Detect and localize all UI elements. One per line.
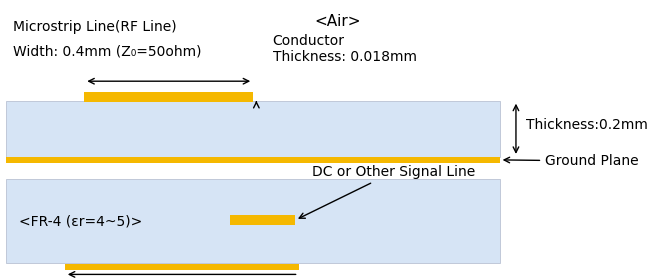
Bar (84, 92, 253, 102)
Text: <FR-4 (εr=4~5)>: <FR-4 (εr=4~5)> (19, 214, 143, 228)
Bar (6, 179, 500, 263)
Bar (6, 157, 500, 163)
Text: Width: 0.4mm (Z₀=50ohm): Width: 0.4mm (Z₀=50ohm) (13, 45, 201, 59)
Bar (230, 215, 295, 225)
Text: <Air>: <Air> (314, 14, 361, 29)
Bar (65, 264, 299, 270)
Text: Conductor
Thickness: 0.018mm: Conductor Thickness: 0.018mm (273, 34, 417, 64)
Text: Microstrip Line(RF Line): Microstrip Line(RF Line) (13, 20, 177, 34)
Text: DC or Other Signal Line: DC or Other Signal Line (299, 165, 475, 218)
Text: Ground Plane: Ground Plane (504, 154, 639, 168)
Text: Thickness:0.2mm: Thickness:0.2mm (526, 118, 648, 132)
Bar (6, 101, 500, 157)
